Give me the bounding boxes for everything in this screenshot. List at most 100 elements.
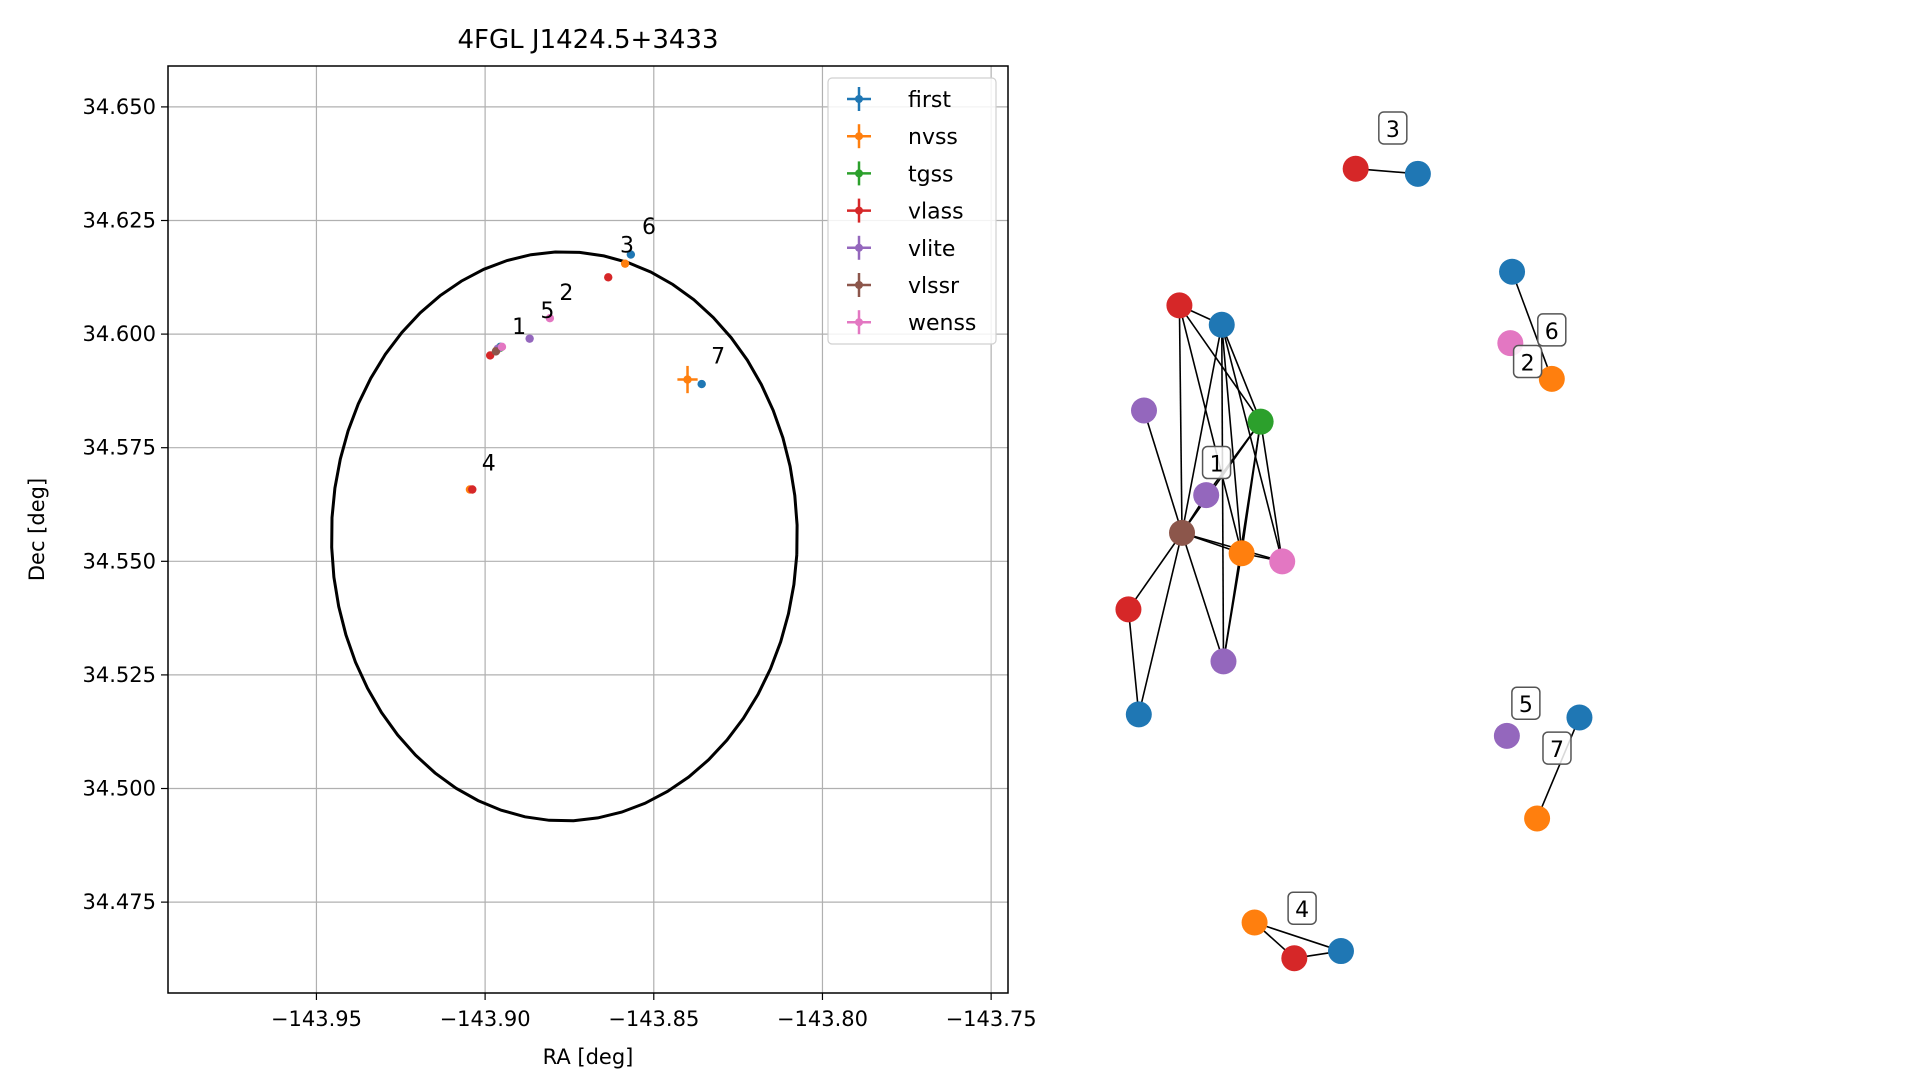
group-label: 3 <box>1378 111 1408 145</box>
legend-label: nvss <box>908 125 958 150</box>
data-points <box>465 250 706 494</box>
group-label: 4 <box>1287 891 1317 925</box>
legend-label: wenss <box>908 311 976 336</box>
legend-item-wenss: wenss <box>847 310 976 336</box>
graph-edge <box>1536 717 1581 819</box>
x-tick-label: −143.80 <box>777 1007 868 1031</box>
legend-label: first <box>908 88 951 113</box>
point-first <box>626 250 636 259</box>
group-label-text: 4 <box>1295 898 1309 923</box>
graph-nodes <box>1115 155 1593 972</box>
graph-edge <box>1220 324 1243 554</box>
node-vlass <box>1115 596 1142 623</box>
source-label: 4 <box>482 451 496 476</box>
group-label-text: 7 <box>1550 738 1564 763</box>
graph-edge <box>1220 324 1225 662</box>
error-ellipse <box>330 250 799 823</box>
node-vlass <box>1281 945 1308 972</box>
legend-item-vlass: vlass <box>847 198 964 225</box>
source-label: 2 <box>559 281 573 306</box>
graph-edges <box>1127 167 1581 959</box>
x-tick-label: −143.85 <box>608 1007 699 1031</box>
graph-edge <box>1205 421 1262 496</box>
graph-edge <box>1127 532 1183 610</box>
graph-edge <box>1222 553 1243 662</box>
graph-edge <box>1178 305 1243 554</box>
x-axis-ticks: −143.95 −143.90 −143.85 −143.80 −143.75 <box>271 993 1037 1031</box>
node-first <box>1125 701 1152 728</box>
legend-label: tgss <box>908 162 954 187</box>
plot-frame <box>167 65 1009 994</box>
y-tick-label: 34.625 <box>83 209 156 233</box>
y-tick-label: 34.475 <box>83 890 156 914</box>
point-labels: 152 36 7 4 <box>482 215 725 476</box>
legend-item-nvss: nvss <box>847 124 958 150</box>
node-wenss <box>1269 548 1296 575</box>
source-label: 3 <box>620 233 634 258</box>
group-label-text: 5 <box>1519 693 1533 718</box>
node-first <box>1404 160 1431 187</box>
y-axis-label: Dec [deg] <box>25 478 49 581</box>
point-first <box>697 379 706 389</box>
x-tick-label: −143.90 <box>440 1007 531 1031</box>
group-label-text: 1 <box>1210 453 1224 478</box>
node-vlssr <box>1169 519 1196 546</box>
graph-edge <box>1254 921 1342 952</box>
y-tick-label: 34.500 <box>83 777 156 801</box>
source-label: 5 <box>540 299 554 324</box>
x-axis-label: RA [deg] <box>543 1045 634 1069</box>
node-first <box>1499 258 1526 285</box>
node-first <box>1327 938 1354 965</box>
point-vlite <box>525 334 534 343</box>
group-label: 1 <box>1201 445 1232 480</box>
legend-box <box>827 77 997 345</box>
graph-edge <box>1138 532 1183 715</box>
group-label: 7 <box>1542 731 1572 765</box>
legend-item-vlssr: vlssr <box>847 273 960 299</box>
legend-label: vlite <box>908 237 955 262</box>
graph-edge <box>1143 410 1183 534</box>
y-tick-label: 34.650 <box>83 95 156 119</box>
legend: first nvss tgss vlass vlite vlssr wenss <box>827 77 997 345</box>
y-tick-label: 34.575 <box>83 436 156 460</box>
group-label: 6 <box>1537 313 1567 347</box>
ellipse-outline <box>330 250 799 823</box>
node-vlite <box>1210 648 1237 675</box>
node-vlass <box>1166 292 1193 319</box>
point-wenss <box>545 313 555 323</box>
legend-item-vlite: vlite <box>847 235 955 262</box>
y-axis-ticks: 34.475 34.500 34.525 34.550 34.575 34.600 34.6… <box>83 95 168 914</box>
chart-title: 4FGL J1424.5+3433 <box>458 25 719 55</box>
legend-item-tgss: tgss <box>847 161 954 187</box>
node-first <box>1208 311 1235 338</box>
group-label: 2 <box>1512 344 1543 379</box>
network-graph: 1 3 62 57 4 <box>1115 111 1593 972</box>
node-nvss <box>1228 540 1255 567</box>
x-tick-label: −143.95 <box>271 1007 362 1031</box>
point-wenss <box>497 342 507 352</box>
group-label-text: 3 <box>1386 118 1400 143</box>
graph-edge <box>1178 305 1183 533</box>
x-tick-label: −143.75 <box>946 1007 1037 1031</box>
node-vlite <box>1493 722 1520 749</box>
point-nvss <box>677 365 698 394</box>
y-tick-label: 34.550 <box>83 549 156 573</box>
source-label: 6 <box>642 215 656 240</box>
graph-edge <box>1220 324 1284 562</box>
graph-edge <box>1511 271 1553 380</box>
point-nvss <box>620 259 630 268</box>
point-vlssr <box>491 347 501 356</box>
graph-edge <box>1178 304 1262 423</box>
legend-label: vlass <box>908 200 964 225</box>
node-nvss <box>1524 805 1551 832</box>
node-first <box>1566 704 1593 731</box>
legend-item-first: first <box>847 87 951 113</box>
group-label: 5 <box>1511 686 1541 720</box>
graph-edge <box>1221 324 1262 422</box>
node-vlite <box>1130 397 1157 424</box>
node-tgss <box>1247 408 1274 435</box>
legend-label: vlssr <box>908 274 960 299</box>
node-vlite <box>1193 482 1220 509</box>
